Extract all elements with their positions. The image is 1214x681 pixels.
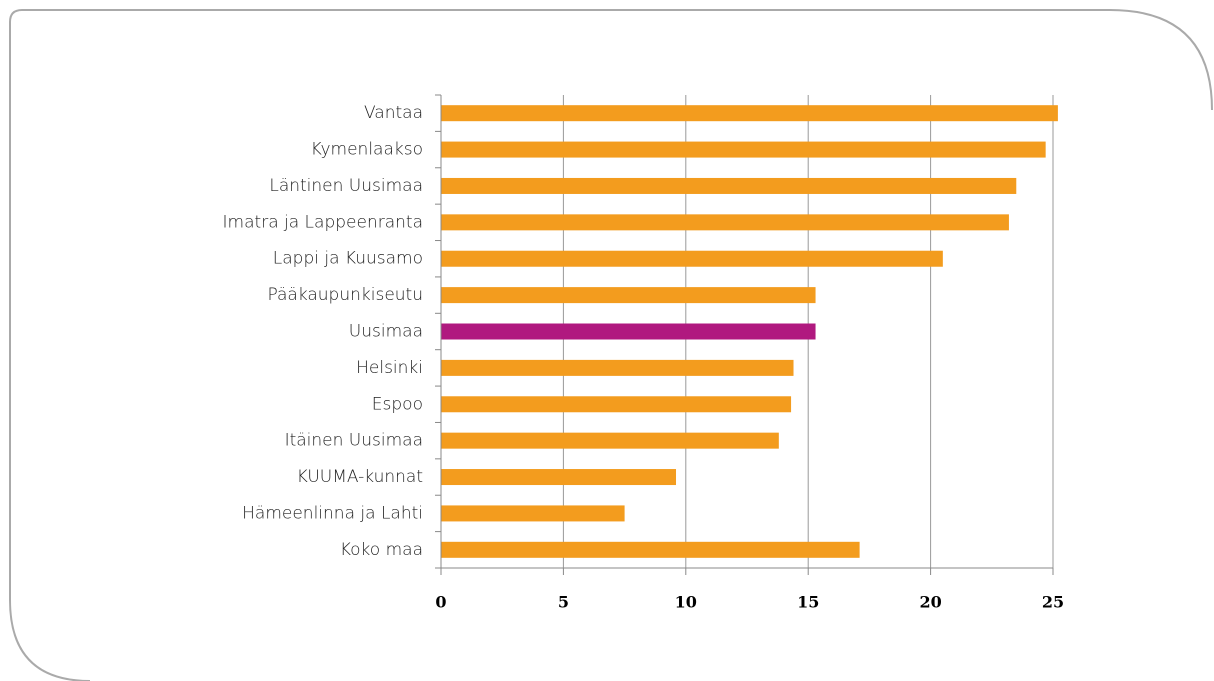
bar [441,177,1017,194]
y-tick-label: Helsinki [356,358,423,378]
y-tick-label: Koko maa [340,540,423,560]
x-tick-label: 0 [435,593,446,612]
y-tick-label: Uusimaa [349,322,423,342]
bar [441,141,1046,158]
y-tick-label: Pääkaupunkiseutu [268,285,424,305]
x-tick-label: 10 [675,593,697,612]
y-tick-label: Espoo [372,394,423,414]
bar [441,359,794,376]
bar [441,432,779,449]
bar [441,250,943,267]
bar [441,396,792,413]
y-tick-label: Itäinen Uusimaa [285,431,423,451]
y-tick-label: Läntinen Uusimaa [269,176,423,196]
bar [441,287,816,304]
bar [441,505,625,522]
y-tick-label: Lappi ja Kuusamo [273,249,423,269]
bar [441,469,677,486]
y-tick-label: Vantaa [364,103,423,123]
y-tick-label: Imatra ja Lappeenranta [223,212,423,232]
x-tick-label: 25 [1042,593,1064,612]
bar [441,323,816,340]
y-tick-label: Hämeenlinna ja Lahti [242,503,423,523]
x-tick-label: 5 [558,593,569,612]
bar [441,214,1009,231]
bar [441,541,860,558]
x-tick-label: 20 [919,593,941,612]
y-tick-label: KUUMA-kunnat [297,467,423,487]
y-tick-label: Kymenlaakso [311,140,423,160]
bar [441,105,1058,122]
x-tick-label: 15 [797,593,819,612]
frame [9,9,1213,681]
